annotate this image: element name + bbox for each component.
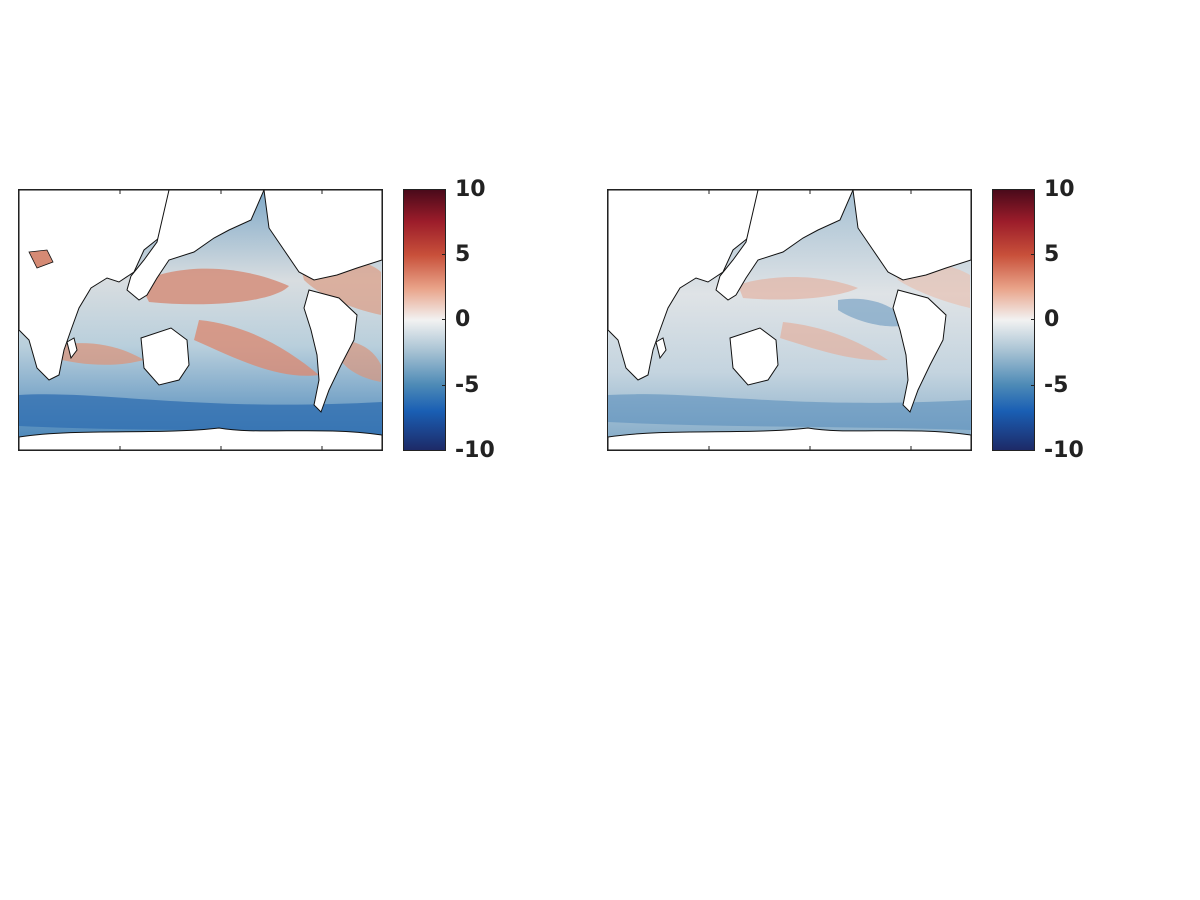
map-left	[18, 189, 383, 451]
map-left-svg	[19, 190, 382, 450]
warm-anomaly-atlantic	[893, 262, 970, 308]
warm-anomaly-north-pacific	[139, 268, 289, 305]
colorbar-right-tick	[1031, 319, 1035, 320]
colorbar-left-label-minus10: -10	[455, 438, 495, 463]
land-antarctica	[608, 427, 971, 450]
colorbar-right-label-0: 0	[1044, 307, 1060, 332]
cool-anomaly-southern-ocean	[19, 394, 382, 435]
colorbar-left-tick	[442, 385, 446, 386]
colorbar-right-label-5: 5	[1044, 242, 1060, 267]
colorbar-left	[403, 189, 446, 451]
map-right	[607, 189, 972, 451]
colorbar-left-label-0: 0	[455, 307, 471, 332]
ocean-field	[19, 190, 382, 450]
warm-anomaly-south-pacific	[194, 320, 319, 376]
colorbar-right-tick	[1031, 385, 1035, 386]
colorbar-left-label-5: 5	[455, 242, 471, 267]
cool-anomaly-southern-ocean	[608, 394, 971, 430]
land-australia	[140, 327, 190, 386]
land-south-america	[303, 289, 358, 413]
land-south-america	[892, 289, 947, 413]
land-masses	[19, 190, 382, 450]
colorbar-left-tick	[442, 254, 446, 255]
land-africa-europe	[608, 190, 759, 381]
warm-anomaly-north-pacific	[738, 276, 858, 300]
colorbar-right	[992, 189, 1035, 451]
colorbar-left-label-minus5: -5	[455, 373, 480, 398]
land-australia	[729, 327, 779, 386]
warm-anomaly-atlantic	[299, 256, 381, 315]
warm-anomaly-south-atlantic	[337, 340, 381, 382]
land-antarctica	[19, 427, 382, 450]
colorbar-right-label-10: 10	[1044, 177, 1075, 202]
land-africa-europe	[19, 190, 170, 381]
colorbar-left-tick	[442, 319, 446, 320]
colorbar-left-label-10: 10	[455, 177, 486, 202]
ocean-field	[608, 190, 971, 450]
colorbar-right-tick	[1031, 254, 1035, 255]
cool-anomaly-central-pacific	[838, 298, 908, 327]
map-right-ticks	[708, 190, 912, 450]
warm-anomaly-indian	[54, 343, 144, 365]
land-north-america	[852, 190, 971, 281]
land-asia	[126, 190, 265, 301]
land-north-america	[263, 190, 382, 281]
land-masses	[608, 190, 971, 450]
land-madagascar	[655, 337, 667, 360]
map-left-ticks	[119, 190, 323, 450]
warm-anomaly-south-pacific	[780, 322, 888, 361]
map-right-svg	[608, 190, 971, 450]
colorbar-right-label-minus10: -10	[1044, 438, 1084, 463]
land-madagascar	[66, 337, 78, 360]
inland-anomaly-patch	[28, 249, 54, 269]
colorbar-right-label-minus5: -5	[1044, 373, 1069, 398]
land-asia	[715, 190, 854, 301]
